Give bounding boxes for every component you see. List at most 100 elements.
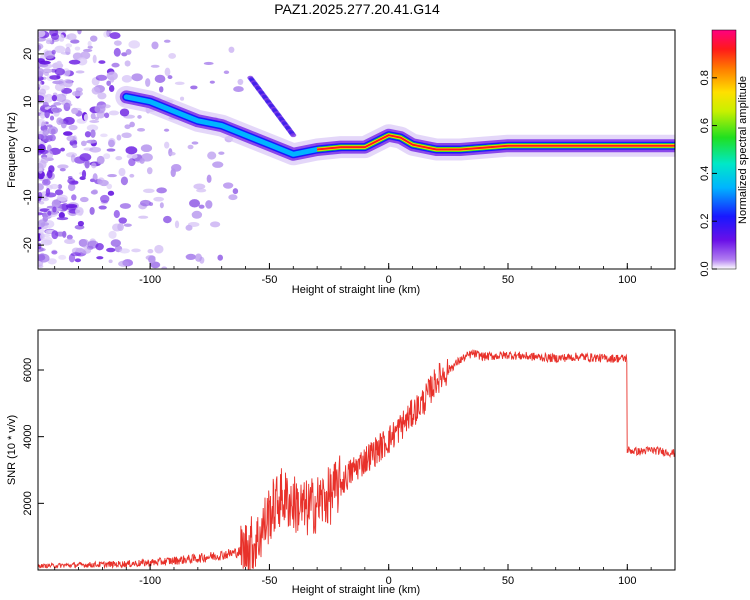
spectrogram-noise-blob xyxy=(121,75,133,83)
spectrogram-noise-blob xyxy=(108,110,120,116)
spectrogram-noise-blob xyxy=(198,204,205,209)
spectrogram-noise-blob xyxy=(44,220,55,229)
spectrogram-noise-blob xyxy=(41,179,51,186)
spectrogram-noise-blob xyxy=(124,124,131,130)
spectrogram-noise-blob xyxy=(54,45,66,54)
spectrogram-noise-blob xyxy=(106,247,116,253)
colorbar-tick-label: 0.0 xyxy=(699,261,711,276)
snr-x-axis-label: Height of straight line (km) xyxy=(292,584,420,596)
spectrogram-noise-blob xyxy=(38,63,49,68)
spectrogram-noise-blob xyxy=(164,141,170,149)
spectrogram-noise-blob xyxy=(80,239,90,248)
y-tick-label: 10 xyxy=(22,96,34,108)
spectrogram-noise-blob xyxy=(50,128,56,135)
snr-x-ticks: -100 -50 0 50 100 xyxy=(54,564,676,587)
spectrogram-noise-blob xyxy=(40,112,46,119)
spectrogram-noise-blob xyxy=(38,80,42,88)
spectrogram-noise-blob xyxy=(86,124,99,132)
spectrogram-noise-blob xyxy=(139,157,145,164)
colorbar: 0.0 0.2 0.4 0.6 0.8 Normalized spectral ampl… xyxy=(699,29,749,277)
spectrogram-noise-blob xyxy=(203,61,214,66)
spectrogram-noise-blob xyxy=(232,188,239,195)
spectrogram-noise-blob xyxy=(45,187,51,197)
spectrogram-noise-blob xyxy=(116,134,122,141)
spectrogram-noise-blob xyxy=(42,101,49,108)
spectrogram-noise-blob xyxy=(38,264,44,269)
colorbar-tick-label: 0.2 xyxy=(699,214,711,229)
spectrogram-noise-blob xyxy=(52,206,57,213)
spectrogram-noise-blob xyxy=(125,48,132,55)
spectrogram-noise-blob xyxy=(96,155,105,165)
spectrogram-noise-blob xyxy=(205,200,213,209)
spectrogram-noise-blob xyxy=(90,35,98,42)
spectrogram-noise-blob xyxy=(109,32,121,39)
spectrogram-noise-blob xyxy=(79,196,89,203)
spectrogram-noise-blob xyxy=(87,45,93,49)
colorbar-ticks: 0.0 0.2 0.4 0.6 0.8 xyxy=(699,70,717,277)
spectrogram-noise-blob xyxy=(237,78,244,86)
spectrogram-noise-blob xyxy=(75,206,84,216)
spectrogram-noise-blob xyxy=(57,164,69,169)
spectrogram-noise-blob xyxy=(228,194,238,201)
y-tick-label: -20 xyxy=(22,237,34,253)
spectrogram-noise-blob xyxy=(92,189,98,194)
spectrogram-noise-blob xyxy=(67,183,76,192)
spectrogram-noise-blob xyxy=(129,173,135,178)
spectrogram-noise-blob xyxy=(89,146,102,153)
spectrogram-noise-blob xyxy=(46,124,53,128)
spectrogram-noise-blob xyxy=(56,117,63,126)
colorbar-tick-label: 0.6 xyxy=(699,118,711,133)
spectrogram-noise-blob xyxy=(194,253,203,262)
spectrogram-noise-blob xyxy=(108,230,117,239)
spectrogram-noise-blob xyxy=(100,194,110,204)
spectrogram-noise-blob xyxy=(106,148,116,152)
spectrogram-noise-blob xyxy=(212,161,224,168)
spectrogram-noise-blob xyxy=(119,248,131,254)
spectrogram-noise-blob xyxy=(193,183,206,190)
x-tick-label: -50 xyxy=(261,274,277,286)
spectrogram-noise-blob xyxy=(62,78,73,88)
spectrogram-noise-blob xyxy=(106,71,118,81)
spectrogram-noise-blob xyxy=(100,133,108,138)
spectrogram-x-ticks: -100 -50 0 50 100 xyxy=(54,263,676,286)
spectrogram-noise-blob xyxy=(108,85,115,92)
spectrogram-noise-blob xyxy=(137,115,142,119)
spectrogram-y-ticks: 20 10 0 -10 -20 xyxy=(22,48,44,253)
spectrogram-noise-blob xyxy=(107,30,112,34)
spectrogram-noise-blob xyxy=(139,199,152,207)
y-tick-label: 20 xyxy=(22,48,34,60)
snr-y-ticks: 2000 4000 6000 xyxy=(22,358,44,516)
spectrogram-noise-blob xyxy=(56,60,62,65)
spectrogram-noise-blob xyxy=(55,93,67,103)
spectrogram-noise-blob xyxy=(47,210,52,216)
spectrogram-noise-blob xyxy=(97,92,107,100)
spectrogram-noise-blob xyxy=(151,41,159,50)
spectrogram-noise-blob xyxy=(53,101,62,106)
spectrogram-noise-blob xyxy=(97,177,105,186)
x-tick-label: -50 xyxy=(261,575,277,587)
spectrogram-noise-blob xyxy=(153,196,165,202)
spectrogram-noise-blob xyxy=(65,46,71,56)
spectrogram-noise-blob xyxy=(70,154,76,163)
spectrogram-noise-blob xyxy=(158,86,164,93)
spectrogram-noise-blob xyxy=(98,60,106,64)
spectrogram-noise-blob xyxy=(38,167,43,174)
y-tick-label: 2000 xyxy=(22,491,34,515)
spectrogram-y-axis-label: Frequency (Hz) xyxy=(6,112,18,188)
snr-y-axis-label: SNR (10 * v/v) xyxy=(6,415,18,485)
spectrogram-noise-blob xyxy=(83,114,89,121)
spectrogram-noise-blob xyxy=(38,160,47,169)
spectrogram-noise-blob xyxy=(146,167,153,175)
spectrogram-noise-blob xyxy=(66,234,73,240)
spectrogram-noise-blob xyxy=(38,118,46,127)
spectrogram-noise-blob xyxy=(147,249,154,254)
spectrogram-noise-blob xyxy=(91,162,97,169)
spectrogram-noise-blob xyxy=(63,131,73,136)
spectrogram-noise-blob xyxy=(38,133,45,140)
spectrogram-noise-blob xyxy=(96,256,104,260)
spectrogram-noise-blob xyxy=(43,236,53,244)
spectrogram-noise-blob xyxy=(103,153,111,160)
spectrogram-noise-blob xyxy=(190,85,198,90)
spectrogram-noise-blob xyxy=(120,176,129,186)
spectrogram-noise-blob xyxy=(58,254,67,260)
